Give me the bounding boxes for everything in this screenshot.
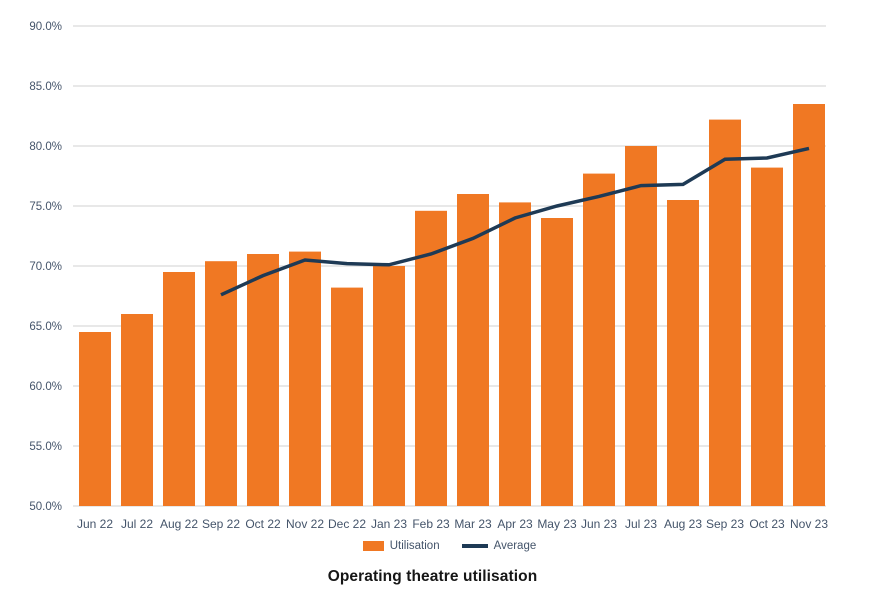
x-axis-tick-label: Jan 23 <box>371 517 407 531</box>
legend-item-utilisation[interactable]: Utilisation <box>362 540 440 552</box>
x-axis-tick-label: Jul 22 <box>121 517 153 531</box>
x-axis-tick-label: Sep 22 <box>202 517 240 531</box>
bar-feb-23[interactable] <box>415 210 447 507</box>
y-axis-tick-label: 70.0% <box>29 261 62 273</box>
bar-mar-23[interactable] <box>457 194 489 506</box>
y-axis-tick-label: 85.0% <box>29 81 62 93</box>
bar-jan-23[interactable] <box>373 266 405 506</box>
legend-label-utilisation: Utilisation <box>389 540 440 552</box>
y-axis-tick-label: 80.0% <box>29 141 62 153</box>
bar-nov-22[interactable] <box>289 251 321 506</box>
legend-label-average: Average <box>493 540 537 552</box>
legend-item-average[interactable]: Average <box>461 540 537 552</box>
x-axis-tick-label: Nov 22 <box>286 517 324 531</box>
x-axis-tick-label: Jun 22 <box>77 517 113 531</box>
bar-sep-23[interactable] <box>709 119 741 506</box>
bar-jun-23[interactable] <box>583 173 615 506</box>
bar-apr-23[interactable] <box>499 202 531 506</box>
x-axis-tick-label: Nov 23 <box>790 517 828 531</box>
x-axis-tick-label: Mar 23 <box>454 517 492 531</box>
x-axis-tick-label: Oct 22 <box>245 517 281 531</box>
x-axis-tick-label: Apr 23 <box>497 517 533 531</box>
bar-oct-22[interactable] <box>247 254 279 506</box>
chart-legend: Utilisation Average <box>73 540 826 552</box>
average-line[interactable] <box>220 146 810 297</box>
y-axis-tick-label: 50.0% <box>29 501 62 513</box>
bar-jul-22[interactable] <box>121 314 153 506</box>
bar-nov-23[interactable] <box>793 104 825 506</box>
y-axis-tick-label: 75.0% <box>29 201 62 213</box>
bar-jun-22[interactable] <box>79 332 111 506</box>
x-axis-tick-label: Jun 23 <box>581 517 617 531</box>
utilisation-swatch-icon <box>362 541 384 551</box>
x-axis-tick-label: Sep 23 <box>706 517 744 531</box>
bar-sep-22[interactable] <box>205 261 237 506</box>
bar-oct-23[interactable] <box>751 167 783 506</box>
x-axis-tick-label: Oct 23 <box>749 517 785 531</box>
x-axis-tick-label: Jul 23 <box>625 517 657 531</box>
average-swatch-icon <box>461 544 488 548</box>
bar-aug-22[interactable] <box>163 272 195 506</box>
y-axis-tick-label: 55.0% <box>29 441 62 453</box>
x-axis-tick-label: Aug 23 <box>664 517 702 531</box>
bar-dec-22[interactable] <box>331 287 363 506</box>
y-axis-tick-label: 65.0% <box>29 321 62 333</box>
x-axis-tick-label: Aug 22 <box>160 517 198 531</box>
x-axis-tick-label: May 23 <box>537 517 577 531</box>
y-axis-tick-label: 90.0% <box>29 21 62 33</box>
x-axis-tick-label: Dec 22 <box>328 517 366 531</box>
bar-aug-23[interactable] <box>667 200 699 506</box>
bar-may-23[interactable] <box>541 218 573 506</box>
chart-title: Operating theatre utilisation <box>327 568 538 585</box>
y-axis-tick-label: 60.0% <box>29 381 62 393</box>
x-axis-tick-label: Feb 23 <box>412 517 450 531</box>
bar-jul-23[interactable] <box>625 146 657 506</box>
